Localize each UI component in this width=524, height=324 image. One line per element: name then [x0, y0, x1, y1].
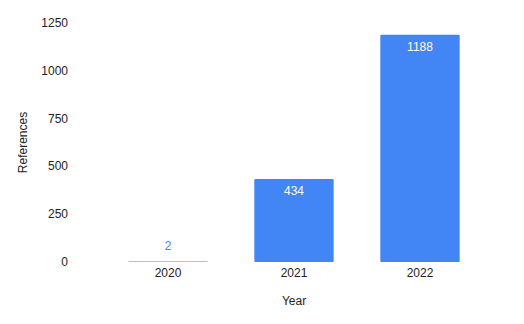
x-axis: 2020 2021 2022: [155, 266, 434, 280]
x-tick-label: 2022: [407, 266, 434, 280]
y-axis-title: References: [16, 112, 30, 173]
data-label: 1188: [407, 40, 433, 54]
x-axis-title: Year: [282, 294, 306, 308]
chart-svg: 0 250 500 750 1000 1250 2 434 1188 2020 2021 2022 Ye…: [0, 0, 524, 324]
x-tick-label: 2021: [281, 266, 308, 280]
data-labels: 2 434 1188: [165, 40, 434, 253]
y-tick-label: 1000: [41, 64, 68, 78]
y-tick-label: 750: [48, 112, 68, 126]
y-tick-label: 0: [61, 255, 68, 269]
y-axis: 0 250 500 750 1000 1250: [41, 16, 68, 269]
data-label: 2: [165, 239, 172, 253]
bar: [380, 35, 459, 262]
bar: [254, 179, 333, 262]
bars: [128, 35, 459, 262]
x-tick-label: 2020: [155, 266, 182, 280]
bar: [128, 261, 207, 262]
y-tick-label: 250: [48, 207, 68, 221]
y-tick-label: 1250: [41, 16, 68, 30]
data-label: 434: [284, 184, 304, 198]
y-tick-label: 500: [48, 159, 68, 173]
chart-container: 0 250 500 750 1000 1250 2 434 1188 2020 2021 2022 Ye…: [0, 0, 524, 324]
